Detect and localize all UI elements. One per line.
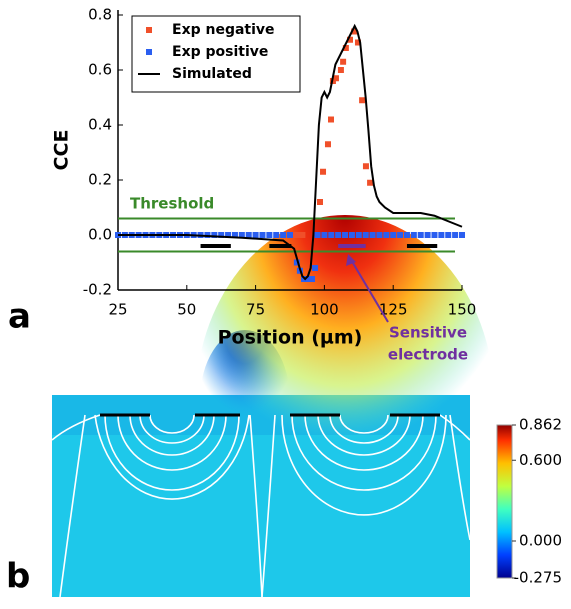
colorbar xyxy=(496,424,513,579)
data-point xyxy=(320,168,327,175)
y-tick-label: 0.6 xyxy=(88,61,112,79)
x-tick-label: 125 xyxy=(379,301,408,319)
data-point xyxy=(342,45,349,51)
data-point xyxy=(304,276,311,282)
data-point xyxy=(245,232,252,238)
data-point xyxy=(397,232,404,238)
data-point xyxy=(348,232,355,238)
x-tick-label: 25 xyxy=(108,301,127,319)
data-point xyxy=(376,232,383,238)
colorbar-tick-label: 0.000 xyxy=(519,531,562,549)
legend-label: Simulated xyxy=(172,66,252,82)
data-point xyxy=(445,232,452,238)
data-point xyxy=(332,75,339,82)
y-axis-label: CCE xyxy=(51,130,73,171)
data-point xyxy=(328,116,335,123)
legend-label: Exp positive xyxy=(172,44,268,60)
data-point xyxy=(367,179,374,186)
data-point xyxy=(335,232,342,238)
data-point xyxy=(355,232,362,238)
x-tick-label: 75 xyxy=(246,301,265,319)
data-point xyxy=(337,67,344,73)
data-point xyxy=(314,232,321,238)
data-point xyxy=(403,232,410,238)
annotation: electrode xyxy=(388,346,468,364)
x-tick-label: 150 xyxy=(448,301,477,319)
data-point xyxy=(280,232,287,238)
data-point xyxy=(266,232,273,238)
y-tick-label: 0.2 xyxy=(88,171,112,189)
colorbar-tick-label: -0.275 xyxy=(514,569,562,587)
data-point xyxy=(369,232,376,238)
colormap-panel xyxy=(51,215,513,598)
data-point xyxy=(273,232,280,238)
legend-box xyxy=(131,15,301,93)
data-point xyxy=(354,39,361,46)
data-point xyxy=(342,232,349,238)
data-point xyxy=(316,199,323,205)
annotation-arrow xyxy=(349,257,389,323)
data-point xyxy=(309,276,316,282)
data-point xyxy=(424,232,431,238)
positive-region xyxy=(195,215,495,595)
y-tick-label: 0.0 xyxy=(88,226,112,244)
data-point xyxy=(346,36,353,43)
data-point xyxy=(321,232,328,238)
data-point xyxy=(417,232,424,238)
data-point xyxy=(312,265,319,271)
legend-marker xyxy=(146,27,152,33)
data-point xyxy=(383,232,390,238)
data-point xyxy=(238,232,245,238)
data-point xyxy=(324,141,331,148)
data-point xyxy=(287,232,293,238)
data-point xyxy=(362,163,369,170)
data-point xyxy=(410,232,417,238)
data-point xyxy=(390,232,397,238)
data-point xyxy=(340,58,347,65)
data-point xyxy=(438,232,445,238)
annotation: Sensitive xyxy=(389,324,467,342)
annotation-arrowhead xyxy=(346,254,356,266)
y-tick-label: 0.4 xyxy=(88,116,112,134)
x-axis-label: Position (µm) xyxy=(218,327,363,349)
data-point xyxy=(225,232,232,238)
data-point xyxy=(211,232,218,238)
simulated-line xyxy=(118,23,463,281)
y-tick-label: 0.8 xyxy=(88,6,112,24)
data-point xyxy=(328,232,335,238)
colorbar-tick-label: 0.862 xyxy=(519,416,562,434)
threshold-label: Threshold xyxy=(130,195,214,213)
x-tick-label: 50 xyxy=(177,301,196,319)
data-point xyxy=(452,232,459,238)
data-point xyxy=(431,232,438,238)
panel-label: b xyxy=(6,557,30,597)
data-point xyxy=(362,232,369,238)
data-point xyxy=(351,28,358,35)
x-tick-label: 100 xyxy=(310,301,339,319)
data-point xyxy=(359,97,366,104)
legend-label: Exp negative xyxy=(172,22,275,38)
data-point xyxy=(231,232,238,238)
panel-label: a xyxy=(8,297,31,337)
colorbar-tick-label: 0.600 xyxy=(519,451,562,469)
y-tick-label: -0.2 xyxy=(83,281,112,299)
data-point xyxy=(299,232,306,238)
data-point xyxy=(459,232,465,238)
field-lines xyxy=(51,414,471,598)
data-point xyxy=(252,232,259,238)
data-point xyxy=(259,232,266,238)
data-point xyxy=(204,232,211,238)
data-point xyxy=(218,232,225,238)
legend-marker xyxy=(146,49,152,55)
data-point xyxy=(293,259,300,266)
